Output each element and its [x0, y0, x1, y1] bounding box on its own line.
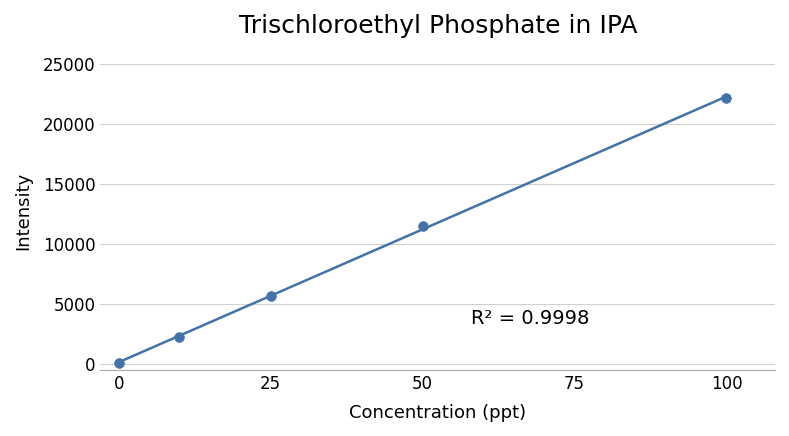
Point: [173, 333, 185, 340]
Point: [112, 359, 125, 366]
Point: [417, 223, 429, 230]
Title: Trischloroethyl Phosphate in IPA: Trischloroethyl Phosphate in IPA: [238, 14, 637, 38]
Point: [720, 95, 733, 102]
X-axis label: Concentration (ppt): Concentration (ppt): [350, 404, 526, 422]
Point: [264, 292, 277, 299]
Text: R² = 0.9998: R² = 0.9998: [471, 309, 589, 328]
Y-axis label: Intensity: Intensity: [14, 172, 32, 250]
